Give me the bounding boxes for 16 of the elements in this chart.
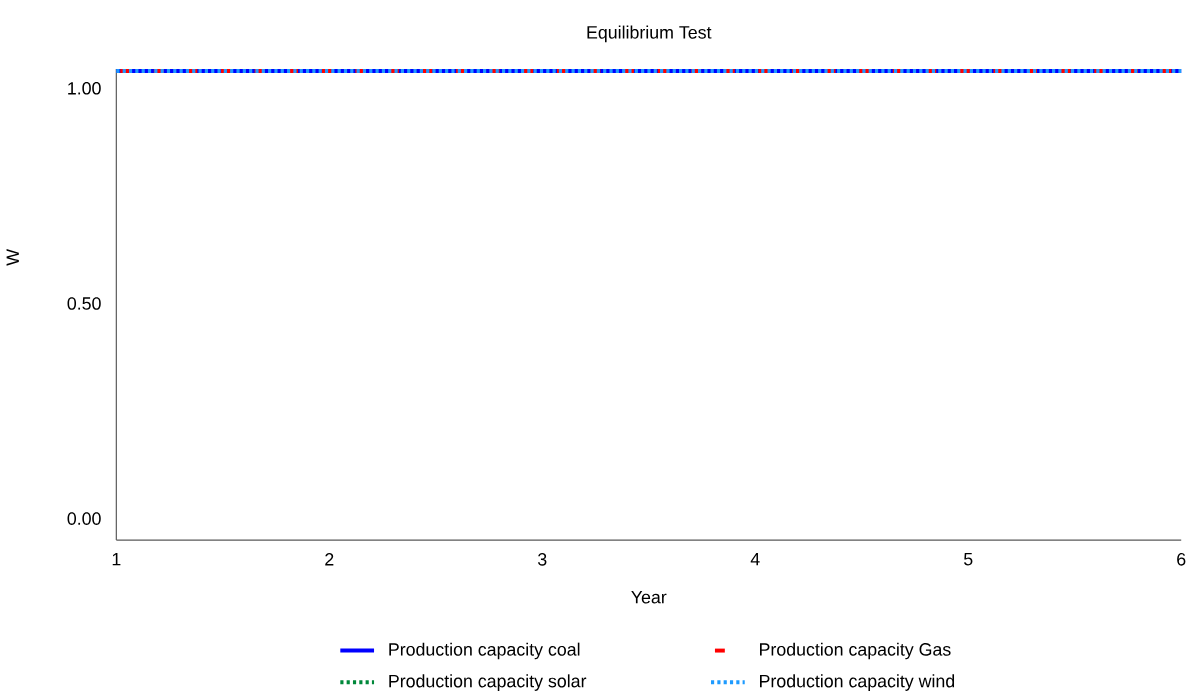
x-axis-title: Year xyxy=(631,591,667,604)
x-tick-label: 1 xyxy=(112,552,121,566)
x-tick-label: 4 xyxy=(750,552,760,566)
x-tick-label: 2 xyxy=(325,552,334,566)
y-tick-label: 0.50 xyxy=(67,297,101,310)
legend-label: Production capacity wind xyxy=(760,674,955,691)
x-tick-label: 5 xyxy=(964,552,973,566)
x-tick-label: 6 xyxy=(1177,552,1186,566)
legend-label: Production capacity solar xyxy=(389,674,587,691)
legend-label: Production capacity coal xyxy=(389,642,580,660)
y-tick-label: 0.00 xyxy=(67,512,101,525)
x-tick-label: 3 xyxy=(538,552,547,566)
y-axis-title: W xyxy=(6,249,19,266)
legend-label: Production capacity Gas xyxy=(760,642,951,660)
chart-title: Equilibrium Test xyxy=(587,25,712,43)
y-tick-label: 1.00 xyxy=(68,81,101,95)
